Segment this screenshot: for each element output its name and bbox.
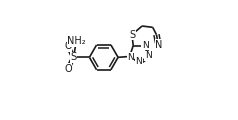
Text: S: S xyxy=(129,30,135,40)
Text: N: N xyxy=(127,53,134,62)
Text: N: N xyxy=(155,40,163,50)
Text: N: N xyxy=(142,41,149,50)
Text: O: O xyxy=(64,64,72,74)
Text: O: O xyxy=(64,41,72,51)
Text: S: S xyxy=(70,52,76,62)
Text: N: N xyxy=(135,57,142,66)
Text: NH₂: NH₂ xyxy=(67,36,86,46)
Text: N: N xyxy=(145,51,152,60)
